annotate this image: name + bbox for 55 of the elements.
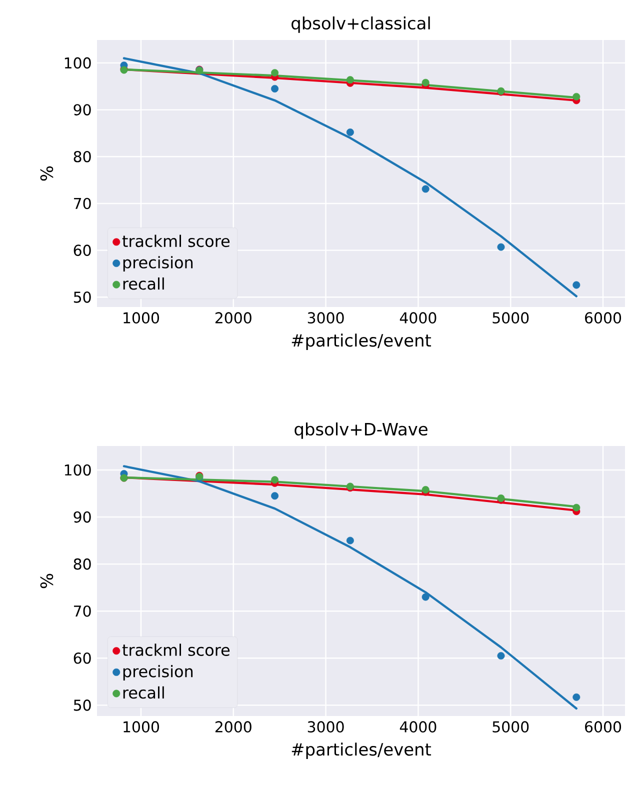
y-tick-label: 80 [74, 150, 91, 162]
x-tick-label: 2000 [215, 721, 252, 732]
x-tick-label: 3000 [308, 312, 344, 324]
point [572, 92, 580, 100]
y-axis-title: % [40, 166, 54, 181]
x-tick-label: 5000 [492, 721, 529, 732]
chart-title: qbsolv+D-Wave [294, 422, 428, 439]
point [497, 243, 505, 251]
legend-label: trackml score [122, 644, 230, 656]
point [271, 84, 279, 92]
point [422, 185, 430, 193]
line-series [122, 57, 578, 298]
point [271, 69, 279, 77]
y-tick-label: 50 [74, 700, 91, 711]
y-tick-label: 90 [74, 511, 91, 523]
legend-label: trackml score [122, 234, 230, 248]
line-series [122, 465, 578, 710]
x-tick-label: 1000 [124, 721, 159, 732]
x-tick-label: 2000 [215, 312, 252, 324]
point [346, 76, 354, 84]
y-axis-title: % [40, 574, 54, 588]
point [422, 78, 430, 86]
y-tick-label: 90 [74, 104, 91, 116]
point [572, 504, 580, 512]
y-tick-label: 70 [74, 198, 91, 210]
legend-label: precision [123, 665, 193, 680]
x-tick-label: 4000 [400, 312, 436, 324]
x-tick-label: 6000 [585, 721, 622, 732]
point [346, 128, 354, 136]
y-tick-label: 100 [64, 57, 91, 69]
point [422, 593, 430, 601]
x-tick-label: 6000 [585, 312, 622, 324]
y-tick-label: 60 [74, 244, 91, 256]
point [271, 492, 279, 500]
point [572, 281, 580, 289]
y-tick-label: 100 [64, 464, 91, 476]
x-axis-title: #particles/event [292, 334, 432, 350]
y-tick-label: 60 [74, 652, 91, 664]
point [572, 693, 580, 701]
x-tick-label: 5000 [492, 312, 529, 324]
legend-label: recall [123, 686, 164, 699]
legend-label: recall [123, 277, 164, 290]
point [497, 652, 505, 660]
x-axis-title: #particles/event [292, 742, 432, 760]
y-tick-label: 80 [74, 558, 91, 570]
chart-title: qbsolv+classical [292, 16, 430, 33]
point [271, 476, 279, 484]
point [422, 486, 430, 494]
point [346, 536, 354, 544]
legend-label: precision [123, 256, 193, 272]
x-tick-label: 1000 [124, 312, 159, 324]
y-tick-label: 70 [74, 605, 91, 617]
x-tick-label: 4000 [400, 721, 436, 732]
y-tick-label: 50 [74, 292, 91, 303]
x-tick-label: 3000 [308, 721, 344, 732]
